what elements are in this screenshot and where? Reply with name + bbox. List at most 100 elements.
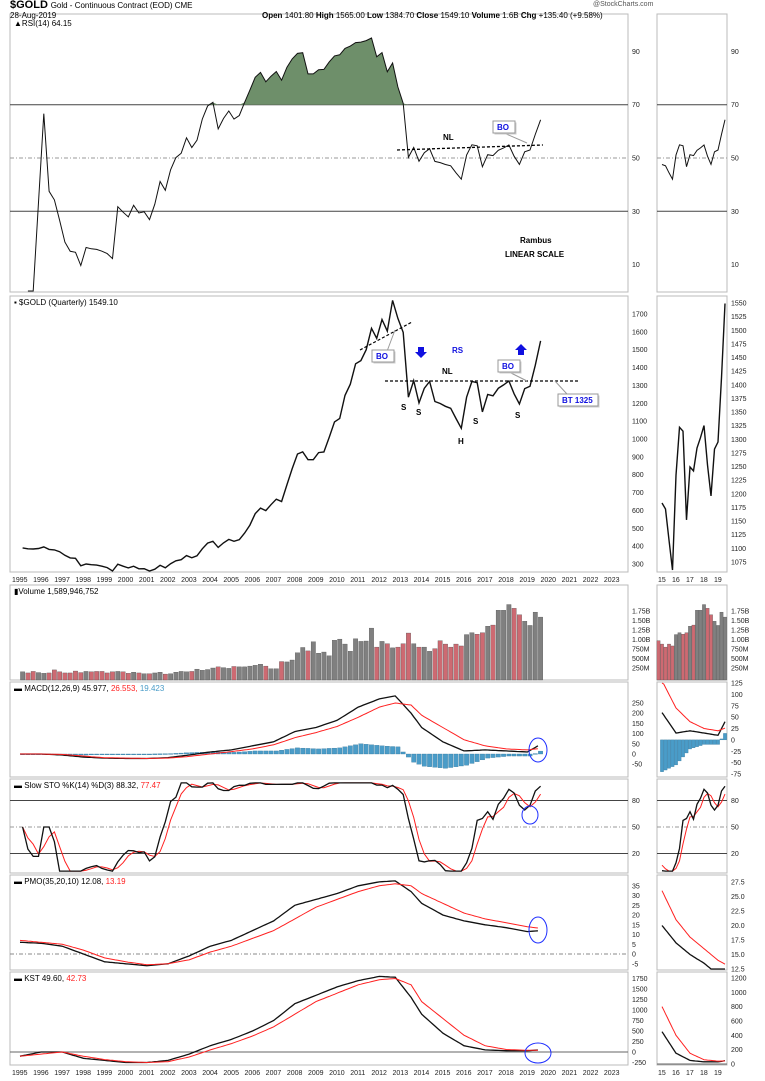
mini-year-tick-label: 15: [658, 1070, 666, 1077]
volume-bar: [395, 646, 401, 681]
volume-bar: [247, 665, 253, 681]
mini-panel-macd: [656, 681, 728, 778]
volume-bar: [221, 667, 226, 681]
volume-bar: [268, 668, 274, 681]
stockcharts-watermark: @StockCharts.com: [593, 1, 654, 8]
year-tick-label: 1998: [75, 577, 91, 584]
macd-histogram-bar: [490, 753, 496, 758]
volume-bar: [443, 643, 448, 681]
macd-histogram-bar: [131, 753, 136, 755]
mini-volume-bar: [656, 640, 661, 681]
volume-bar: [295, 652, 300, 681]
macd-histogram-bar: [379, 745, 385, 755]
rsi-title: ▲RSI(14) 64.15: [14, 19, 72, 28]
chart-header: $GOLD Gold - Continuous Contract (EOD) C…: [10, 0, 193, 11]
s-label-3: S: [473, 417, 479, 426]
year-tick-label: 2014: [414, 577, 430, 584]
mini-macd-histogram-bar: [705, 739, 710, 745]
macd-histogram-bar: [406, 753, 411, 758]
volume-bar: [480, 632, 485, 681]
year-tick-label: 2005: [223, 1070, 239, 1077]
linear-scale-label: LINEAR SCALE: [505, 250, 565, 259]
price-tick-label: 400: [632, 544, 644, 551]
chg-label: Chg: [520, 11, 537, 20]
rsi-line: [27, 37, 542, 292]
macd-histogram-bar: [421, 753, 427, 767]
volume-tick-label: 1.00B: [632, 637, 651, 644]
year-tick-label: 2007: [266, 577, 282, 584]
volume-bar: [337, 638, 343, 681]
mini-macd-histogram-bar: [702, 739, 706, 745]
volume-bar: [120, 671, 126, 681]
year-tick-label: 2017: [477, 1070, 493, 1077]
volume-bar: [236, 666, 242, 681]
year-tick-label: 1998: [75, 1070, 91, 1077]
mini-macd-histogram-bar: [698, 739, 703, 746]
mini-pmo-tick-label: 25.0: [731, 894, 745, 901]
s-label-2: S: [416, 408, 422, 417]
macd-histogram-bar: [295, 747, 300, 755]
volume-bar: [210, 667, 216, 681]
volume-bar: [215, 666, 221, 681]
volume-bar: [67, 672, 73, 681]
volume-bar: [231, 666, 237, 681]
mini-pmo-tick-label: 15.0: [731, 952, 745, 959]
macd-histogram-bar: [453, 753, 459, 767]
year-tick-label: 2004: [202, 1070, 218, 1077]
macd-histogram-bar: [506, 753, 512, 757]
rsi-bo-label: BO: [497, 123, 509, 132]
mini-pmo-tick-label: 12.5: [731, 967, 745, 974]
mini-rsi-tick-label: 30: [731, 209, 739, 216]
year-tick-label: 2005: [223, 577, 239, 584]
year-tick-label: 2023: [604, 1070, 620, 1077]
macd-histogram-bar: [517, 753, 522, 757]
bt-label-box: [557, 393, 599, 407]
volume-bar: [131, 672, 136, 681]
year-tick-label: 2020: [541, 577, 557, 584]
volume-bar: [316, 653, 321, 681]
macd-histogram-bar: [83, 753, 89, 756]
mini-macd-histogram-bar: [667, 739, 671, 769]
volume-bar: [326, 655, 332, 681]
macd-histogram-bar: [326, 748, 332, 755]
mini-panel-pmo: [656, 874, 728, 971]
year-tick-label: 2006: [245, 1070, 261, 1077]
mini-volume-bar: [705, 608, 710, 681]
mini-sto-d-line: [661, 792, 726, 872]
year-tick-label: 2001: [139, 577, 155, 584]
volume-bar: [363, 640, 369, 681]
mini-volume-bar: [674, 634, 678, 681]
mini-year-tick-label: 16: [672, 1070, 680, 1077]
macd-histogram-bar: [94, 753, 99, 755]
volume-bar: [242, 666, 247, 681]
year-tick-label: 2016: [456, 1070, 472, 1077]
mini-volume-bar: [688, 626, 692, 681]
year-tick-label: 2012: [371, 577, 387, 584]
volume-bar: [490, 624, 496, 681]
macd-histogram-bar: [141, 753, 147, 755]
macd-histogram-bar: [358, 743, 364, 755]
mini-price-tick-label: 1350: [731, 410, 747, 417]
price-tick-label: 1200: [632, 401, 648, 408]
volume-bar: [406, 632, 411, 681]
year-tick-label: 2018: [498, 577, 514, 584]
mini-pmo-tick-label: 17.5: [731, 938, 745, 945]
mini-volume-bar: [695, 610, 699, 681]
panel-sto: [9, 778, 629, 874]
volume-bar: [284, 661, 290, 681]
volume-bar: [305, 650, 311, 681]
mini-macd-histogram-bar: [684, 739, 689, 754]
mini-volume-bar: [660, 643, 664, 681]
mini-kst-tick-label: 800: [731, 1004, 743, 1011]
mini-kst-tick-label: 600: [731, 1018, 743, 1025]
nl-label: NL: [442, 367, 453, 376]
volume-bar: [73, 670, 78, 681]
macd-histogram-bar: [279, 750, 284, 755]
bo-label-1-box: [371, 349, 395, 363]
volume-bar: [411, 643, 417, 681]
volume-bar: [273, 668, 279, 681]
mini-panel-kst: [656, 971, 728, 1066]
macd-histogram-bar: [168, 753, 173, 755]
macd-histogram-bar: [173, 753, 179, 755]
macd-histogram-bar: [242, 751, 247, 755]
